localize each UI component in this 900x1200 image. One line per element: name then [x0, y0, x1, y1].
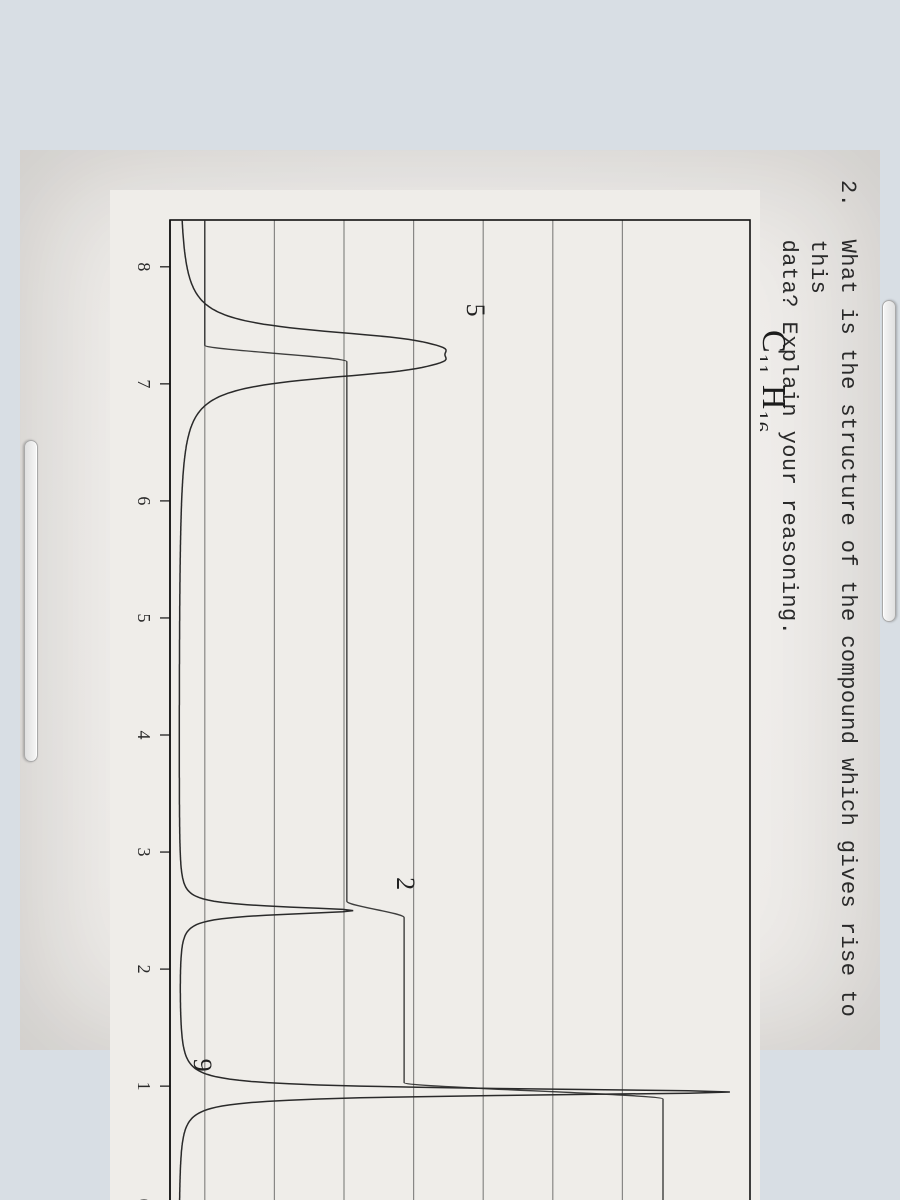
horizontal-scrollbar[interactable]	[24, 440, 38, 762]
question-block: 2. What is the structure of the compound…	[773, 180, 862, 1020]
svg-text:3: 3	[134, 848, 154, 857]
vertical-scrollbar[interactable]	[882, 300, 896, 622]
question-number: 2.	[832, 180, 862, 226]
svg-text:4: 4	[134, 731, 154, 740]
svg-text:5: 5	[134, 613, 154, 622]
nmr-svg: 012345678	[110, 190, 760, 1200]
integral-label-9: 9	[187, 1059, 217, 1072]
integral-label-5: 5	[460, 304, 490, 317]
svg-text:7: 7	[134, 379, 154, 388]
nmr-spectrum: 012345678	[110, 190, 760, 1200]
svg-text:2: 2	[134, 965, 154, 974]
formula-c: C	[755, 330, 792, 354]
svg-text:1: 1	[134, 1082, 154, 1091]
question-line-2: data? Explain your reasoning.	[776, 240, 801, 636]
svg-text:8: 8	[134, 262, 154, 271]
formula-h: H	[755, 385, 792, 411]
question-line-1: What is the structure of the compound wh…	[805, 240, 860, 1018]
svg-text:6: 6	[134, 496, 154, 505]
page: 2. What is the structure of the compound…	[0, 0, 900, 1200]
document-sheet: 2. What is the structure of the compound…	[20, 150, 880, 1050]
integral-label-2: 2	[390, 877, 420, 890]
